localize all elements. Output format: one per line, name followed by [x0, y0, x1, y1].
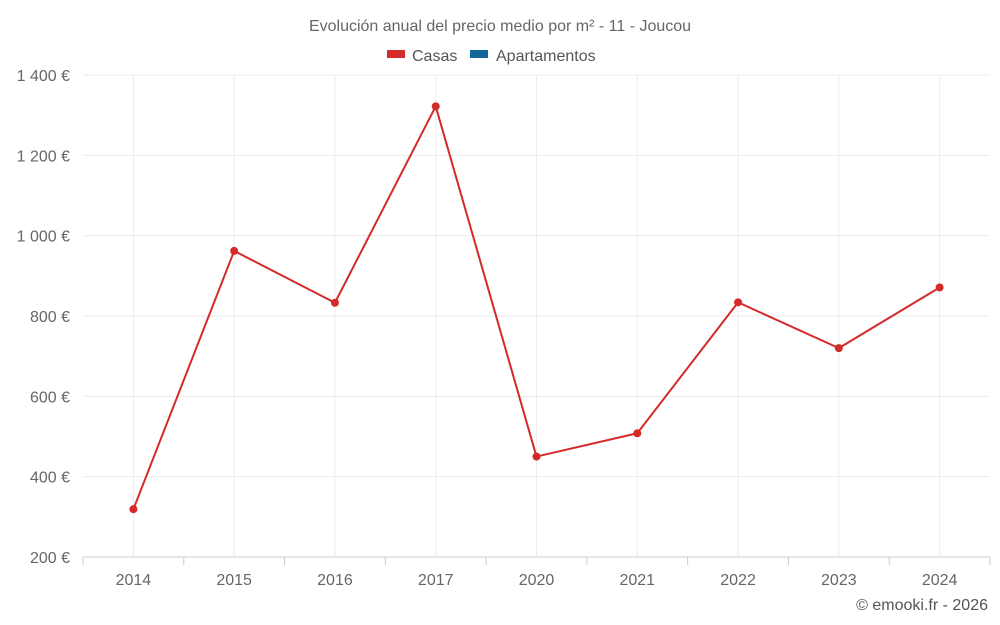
- legend[interactable]: Casas Apartamentos: [387, 48, 596, 65]
- y-tick-label: 1 400 €: [17, 68, 70, 85]
- x-tick-label: 2017: [418, 572, 454, 589]
- y-tick-label: 200 €: [30, 550, 70, 567]
- data-point[interactable]: [834, 344, 843, 353]
- legend-swatch-casas[interactable]: [387, 50, 405, 58]
- y-tick-label: 1 000 €: [17, 229, 70, 246]
- y-tick-label: 1 200 €: [17, 148, 70, 165]
- data-point[interactable]: [129, 505, 138, 514]
- data-point[interactable]: [431, 102, 440, 111]
- credit-text: © emooki.fr - 2026: [856, 597, 988, 614]
- legend-label-apartamentos[interactable]: Apartamentos: [496, 48, 596, 65]
- x-tick-label: 2024: [922, 572, 958, 589]
- data-point[interactable]: [230, 246, 239, 255]
- y-tick-label: 800 €: [30, 309, 70, 326]
- data-point[interactable]: [532, 452, 541, 461]
- x-tick-label: 2020: [519, 572, 555, 589]
- x-tick-label: 2016: [317, 572, 353, 589]
- data-point[interactable]: [734, 298, 743, 307]
- legend-label-casas[interactable]: Casas: [412, 48, 457, 65]
- data-point[interactable]: [935, 283, 944, 292]
- data-point[interactable]: [330, 298, 339, 307]
- axes: 200 € 400 € 600 € 800 € 1 000 € 1 200 € 1 400 …: [17, 68, 991, 589]
- x-tick-label: 2022: [720, 572, 756, 589]
- x-tick-label: 2023: [821, 572, 857, 589]
- x-tick-label: 2015: [216, 572, 252, 589]
- legend-swatch-apartamentos[interactable]: [470, 50, 488, 58]
- chart-title: Evolución anual del precio medio por m² …: [309, 18, 691, 35]
- x-tick-label: 2021: [619, 572, 655, 589]
- series-casas: [129, 102, 944, 514]
- grid: [83, 74, 990, 558]
- data-point[interactable]: [633, 429, 642, 438]
- x-tick-label: 2014: [116, 572, 152, 589]
- y-tick-label: 600 €: [30, 389, 70, 406]
- y-tick-label: 400 €: [30, 470, 70, 487]
